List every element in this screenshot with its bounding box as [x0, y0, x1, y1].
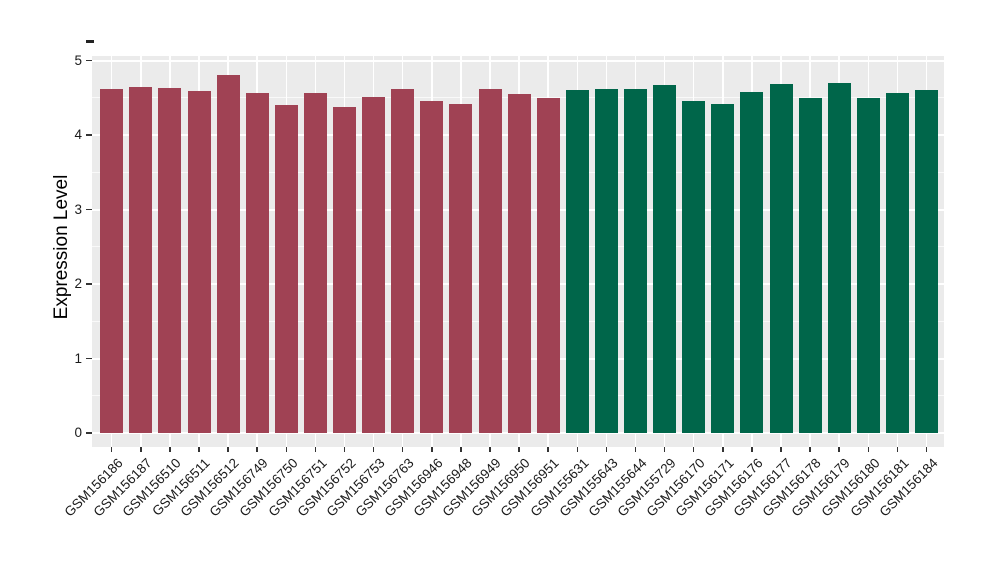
x-tick-mark — [431, 447, 433, 452]
x-tick-mark — [460, 447, 462, 452]
bar-GSM156949 — [478, 88, 502, 433]
x-tick-mark — [634, 447, 637, 452]
x-tick-mark — [692, 447, 695, 452]
bar-GSM156950 — [507, 94, 531, 433]
bar-GSM156749 — [245, 93, 269, 433]
x-tick-mark — [896, 447, 899, 452]
x-tick-mark — [227, 447, 229, 452]
bar-GSM156184 — [915, 89, 938, 433]
stray-tick-mark — [86, 40, 94, 43]
gridline-major-h — [92, 59, 944, 62]
bar-GSM156751 — [303, 93, 327, 433]
bar-GSM156753 — [362, 97, 386, 433]
bar-GSM156180 — [856, 98, 880, 433]
bar-GSM156512 — [216, 74, 240, 433]
y-tick-mark — [86, 208, 92, 211]
y-tick-mark — [86, 283, 92, 285]
bar-GSM156948 — [449, 103, 473, 433]
bar-GSM156170 — [682, 100, 706, 433]
x-tick-mark — [722, 447, 724, 452]
x-tick-mark — [925, 447, 928, 452]
bar-GSM156750 — [274, 105, 298, 433]
bar-GSM155643 — [594, 88, 618, 433]
y-tick-label: 1 — [74, 350, 82, 366]
x-tick-mark — [663, 447, 666, 452]
bar-GSM156752 — [333, 106, 356, 433]
y-tick-mark — [86, 357, 92, 360]
x-tick-mark — [518, 447, 520, 452]
x-tick-mark — [547, 447, 549, 452]
bar-GSM156181 — [885, 92, 909, 433]
y-tick-label: 3 — [74, 201, 82, 217]
x-tick-mark — [140, 447, 142, 452]
x-tick-mark — [110, 447, 113, 452]
plot-panel — [92, 56, 944, 447]
y-axis-title: Expression Level — [51, 174, 72, 320]
x-tick-mark — [489, 447, 491, 452]
bar-GSM156178 — [798, 97, 822, 433]
bar-GSM156763 — [391, 88, 415, 433]
bar-GSM156177 — [769, 83, 793, 433]
x-tick-mark — [838, 447, 840, 452]
bar-GSM155631 — [565, 89, 589, 433]
y-tick-label: 0 — [74, 425, 82, 440]
x-tick-mark — [343, 447, 346, 452]
x-tick-mark — [198, 447, 200, 452]
bar-GSM156186 — [100, 88, 124, 433]
bar-GSM156179 — [827, 82, 851, 433]
y-tick-mark — [86, 59, 92, 62]
x-tick-mark — [314, 447, 317, 452]
y-tick-label: 4 — [74, 127, 82, 142]
x-tick-mark — [605, 447, 608, 452]
bar-GSM156510 — [158, 88, 182, 433]
bar-GSM156176 — [740, 91, 764, 433]
y-tick-label: 5 — [74, 52, 82, 68]
y-tick-mark — [86, 432, 92, 434]
x-tick-mark — [169, 447, 171, 452]
x-tick-mark — [867, 447, 870, 452]
x-tick-mark — [576, 447, 579, 452]
x-tick-mark — [751, 447, 753, 452]
x-tick-mark — [256, 447, 258, 452]
y-tick-label: 2 — [74, 276, 82, 291]
x-tick-mark — [809, 447, 811, 452]
bar-GSM156171 — [711, 103, 735, 433]
bar-GSM156511 — [187, 91, 211, 433]
bar-GSM156951 — [536, 98, 560, 433]
bar-GSM155729 — [653, 85, 677, 433]
x-tick-mark — [372, 447, 375, 452]
bar-GSM156946 — [420, 100, 444, 433]
gridline-major-h — [92, 432, 944, 434]
x-tick-mark — [285, 447, 288, 452]
x-tick-mark — [780, 447, 782, 452]
bar-GSM155644 — [624, 88, 647, 433]
y-tick-mark — [86, 134, 92, 136]
x-tick-mark — [401, 447, 404, 452]
bar-GSM156187 — [129, 87, 153, 433]
